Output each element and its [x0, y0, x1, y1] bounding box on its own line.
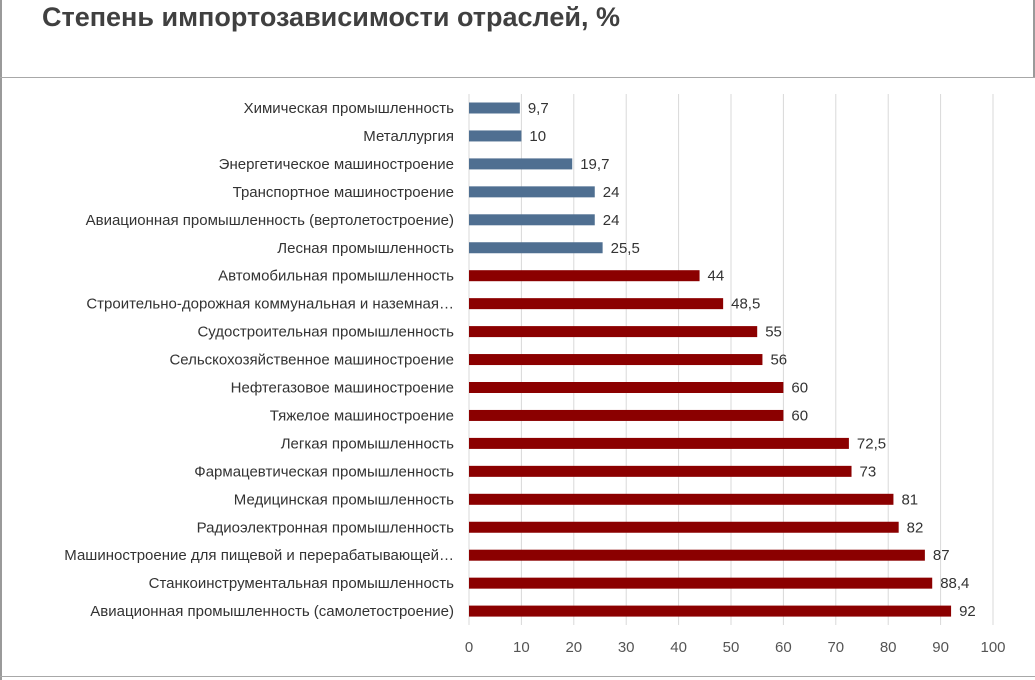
bottom-divider [0, 676, 1035, 677]
bar [469, 465, 852, 477]
bar [469, 354, 763, 366]
x-tick-label: 70 [827, 639, 844, 656]
x-tick-label: 0 [465, 639, 473, 656]
category-label: Химическая промышленность [244, 100, 455, 117]
data-label: 73 [860, 463, 877, 480]
data-label: 81 [901, 491, 918, 508]
category-label: Авиационная промышленность (самолетостро… [90, 603, 454, 620]
data-label: 44 [708, 268, 725, 285]
bar [469, 102, 520, 114]
data-label: 88,4 [940, 575, 969, 592]
data-label: 72,5 [857, 435, 886, 452]
bar [469, 409, 784, 421]
category-label: Лесная промышленность [277, 240, 454, 257]
category-label: Медицинская промышленность [234, 491, 454, 508]
category-label: Нефтегазовое машиностроение [231, 380, 454, 397]
data-label: 24 [603, 184, 620, 201]
bar [469, 577, 933, 589]
category-label: Автомобильная промышленность [218, 268, 454, 285]
data-label: 60 [791, 380, 808, 397]
frame-left-border [0, 0, 2, 680]
data-label: 60 [791, 407, 808, 424]
data-label: 92 [959, 603, 976, 620]
bar [469, 214, 595, 226]
category-label: Станкоинструментальная промышленность [149, 575, 455, 592]
chart-bars [469, 102, 952, 617]
x-tick-label: 30 [618, 639, 635, 656]
data-label: 48,5 [731, 296, 760, 313]
bar [469, 270, 700, 282]
category-label: Машиностроение для пищевой и перерабатыв… [64, 547, 454, 564]
category-label: Сельскохозяйственное машиностроение [169, 352, 454, 369]
frame-right-border [1033, 0, 1035, 78]
x-tick-label: 40 [670, 639, 687, 656]
bar [469, 130, 522, 142]
category-label: Легкая промышленность [281, 435, 454, 452]
bar [469, 382, 784, 393]
data-label: 9,7 [528, 100, 549, 117]
bar [469, 326, 758, 338]
bar [469, 605, 952, 617]
bar [469, 437, 849, 449]
bar [469, 158, 573, 170]
category-label: Авиационная промышленность (вертолетостр… [86, 212, 454, 229]
chart-value-labels: 9,71019,7242425,54448,55556606072,573818… [528, 100, 976, 620]
data-label: 87 [933, 547, 950, 564]
data-label: 19,7 [580, 156, 609, 173]
category-label: Строительно-дорожная коммунальная и назе… [86, 296, 454, 313]
category-label: Фармацевтическая промышленность [194, 463, 454, 480]
bar [469, 493, 894, 505]
category-label: Радиоэлектронная промышленность [197, 519, 455, 536]
data-label: 24 [603, 212, 620, 229]
x-tick-label: 20 [565, 639, 582, 656]
bar [469, 186, 595, 198]
data-label: 56 [770, 352, 787, 369]
category-label: Транспортное машиностроение [233, 184, 454, 201]
data-label: 10 [529, 128, 546, 145]
category-label: Судостроительная промышленность [197, 324, 454, 341]
bar [469, 521, 899, 533]
category-label: Тяжелое машиностроение [270, 407, 454, 424]
page-title: Степень импортозависимости отраслей, % [42, 2, 620, 32]
bar [469, 298, 724, 310]
x-tick-label: 10 [513, 639, 530, 656]
x-tick-label: 100 [980, 639, 1005, 656]
chart-category-labels: Химическая промышленность Металлургия Энер… [64, 100, 454, 620]
title-divider [0, 77, 1035, 78]
x-tick-label: 90 [932, 639, 949, 656]
x-tick-label: 50 [723, 639, 740, 656]
x-tick-label: 60 [775, 639, 792, 656]
data-label: 82 [907, 519, 924, 536]
category-label: Энергетическое машиностроение [219, 156, 454, 173]
category-label: Металлургия [363, 128, 454, 145]
chart-x-axis-ticks: 0 10 20 30 40 50 60 70 80 90 100 [465, 639, 1006, 656]
data-label: 25,5 [611, 240, 640, 257]
x-tick-label: 80 [880, 639, 897, 656]
bar [469, 549, 925, 561]
bar [469, 242, 603, 254]
data-label: 55 [765, 324, 782, 341]
